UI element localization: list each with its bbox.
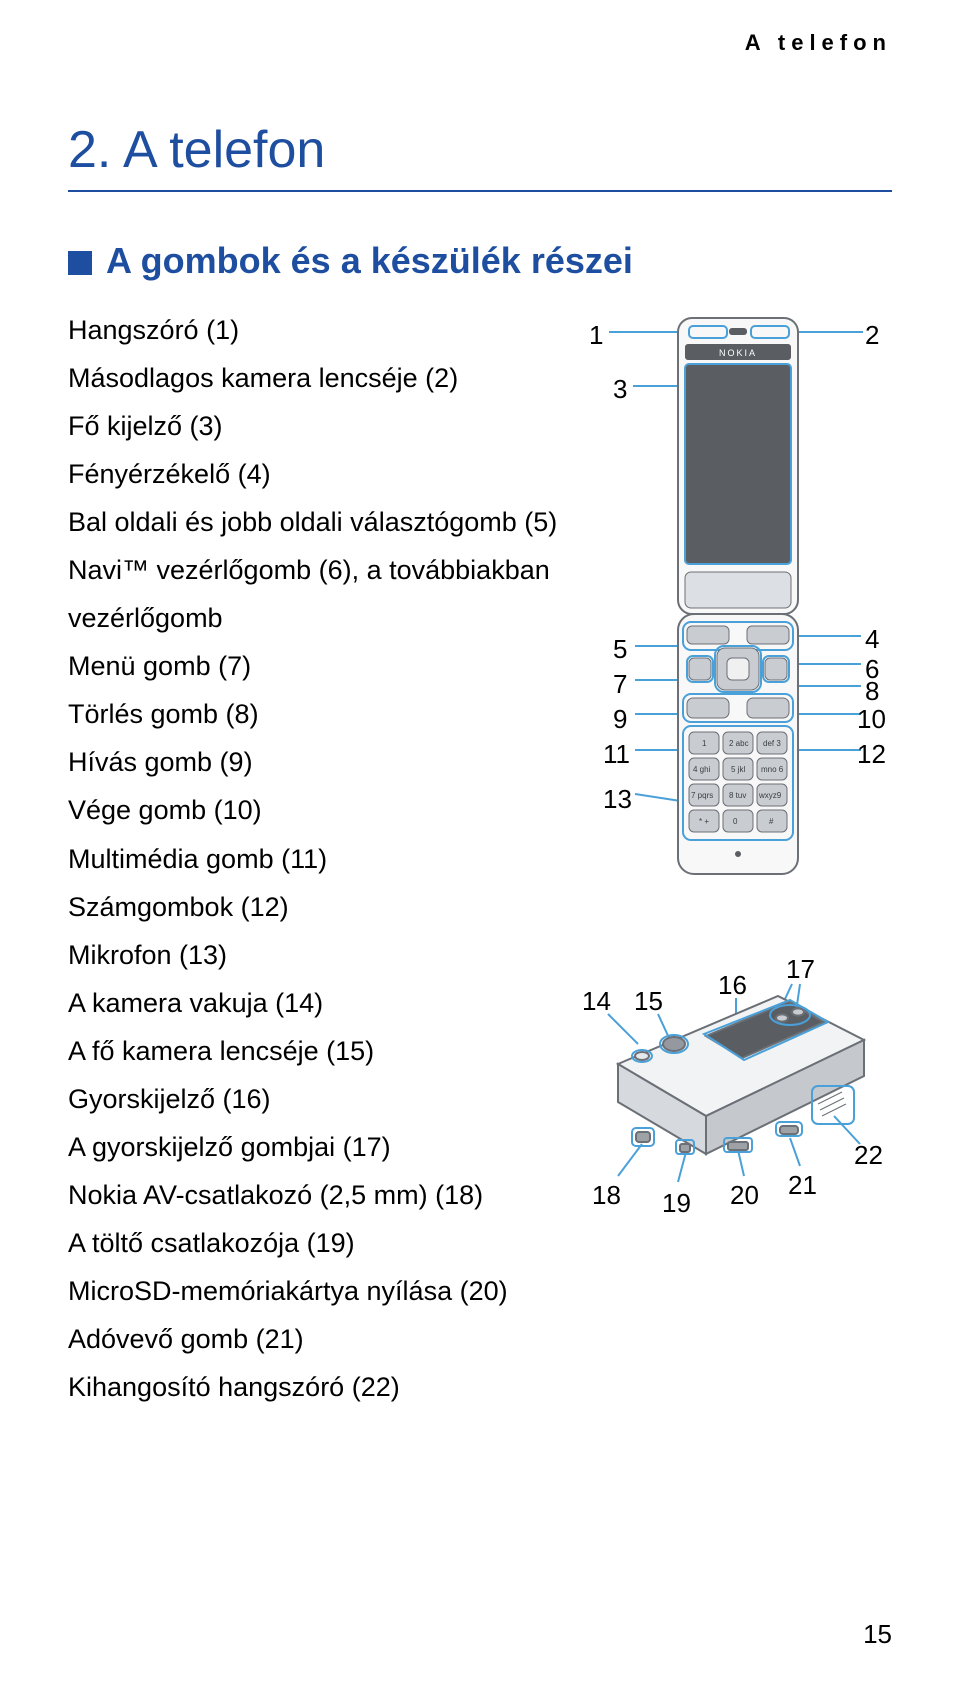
list-item: Másodlagos kamera lencséje (2) xyxy=(68,354,558,402)
list-item: Navi™ vezérlőgomb (6), a továbbiakban ve… xyxy=(68,546,558,642)
section-title: A gombok és a készülék részei xyxy=(106,240,633,282)
list-item: Mikrofon (13) xyxy=(68,931,558,979)
svg-text:7 pqrs: 7 pqrs xyxy=(691,791,713,800)
list-item: A kamera vakuja (14) xyxy=(68,979,558,1027)
svg-text:mno 6: mno 6 xyxy=(761,765,784,774)
svg-text:5 jkl: 5 jkl xyxy=(731,765,745,774)
list-item: Fő kijelző (3) xyxy=(68,402,558,450)
list-item: Nokia AV-csatlakozó (2,5 mm) (18) xyxy=(68,1171,558,1219)
svg-text:4 ghi: 4 ghi xyxy=(693,765,711,774)
callout-number: 14 xyxy=(582,986,611,1017)
list-item: Számgombok (12) xyxy=(68,883,558,931)
callout-number: 10 xyxy=(857,704,886,735)
section-header: A gombok és a készülék részei xyxy=(68,240,892,282)
figures-column: NOKIA xyxy=(578,306,898,1411)
list-item: Vége gomb (10) xyxy=(68,786,558,834)
content-row: Hangszóró (1) Másodlagos kamera lencséje… xyxy=(68,306,892,1411)
callout-number: 21 xyxy=(788,1170,817,1201)
callout-number: 19 xyxy=(662,1188,691,1219)
svg-text:2 abc: 2 abc xyxy=(729,739,749,748)
list-item: Törlés gomb (8) xyxy=(68,690,558,738)
list-item: Kihangosító hangszóró (22) xyxy=(68,1363,558,1411)
callout-number: 12 xyxy=(857,739,886,770)
callout-number: 15 xyxy=(634,986,663,1017)
chapter-title: 2. A telefon xyxy=(68,120,892,192)
callout-number: 9 xyxy=(613,704,627,735)
callout-number: 3 xyxy=(613,374,627,405)
svg-text:def 3: def 3 xyxy=(763,739,781,748)
running-head: A telefon xyxy=(745,30,892,56)
list-item: Hívás gomb (9) xyxy=(68,738,558,786)
callout-number: 22 xyxy=(854,1140,883,1171)
svg-text:1: 1 xyxy=(702,739,707,748)
svg-text:wxyz9: wxyz9 xyxy=(758,791,782,800)
list-item: Bal oldali és jobb oldali választógomb (… xyxy=(68,498,558,546)
callout-number: 16 xyxy=(718,970,747,1001)
svg-text:* +: * + xyxy=(699,817,709,826)
list-item: Adóvevő gomb (21) xyxy=(68,1315,558,1363)
callout-number: 1 xyxy=(589,320,603,351)
phone-front-icon: NOKIA xyxy=(583,314,893,904)
list-item: A töltő csatlakozója (19) xyxy=(68,1219,558,1267)
page-number: 15 xyxy=(863,1619,892,1650)
figure-phone-front: NOKIA xyxy=(583,314,893,904)
list-item: Menü gomb (7) xyxy=(68,642,558,690)
list-item: Fényérzékelő (4) xyxy=(68,450,558,498)
list-item: A fő kamera lencséje (15) xyxy=(68,1027,558,1075)
parts-list: Hangszóró (1) Másodlagos kamera lencséje… xyxy=(68,306,558,1411)
svg-text:NOKIA: NOKIA xyxy=(719,348,757,358)
figure-phone-closed: 14 15 16 17 18 19 20 21 22 xyxy=(578,944,898,1224)
callout-number: 13 xyxy=(603,784,632,815)
section-bullet-icon xyxy=(68,251,92,275)
list-item: A gyorskijelző gombjai (17) xyxy=(68,1123,558,1171)
list-item: Hangszóró (1) xyxy=(68,306,558,354)
callout-number: 8 xyxy=(865,676,879,707)
callout-number: 18 xyxy=(592,1180,621,1211)
callout-number: 11 xyxy=(603,739,630,770)
callout-number: 4 xyxy=(865,624,879,655)
callout-number: 5 xyxy=(613,634,627,665)
svg-text:#: # xyxy=(769,817,774,826)
list-item: Multimédia gomb (11) xyxy=(68,835,558,883)
callout-number: 17 xyxy=(786,954,815,985)
list-item: Gyorskijelző (16) xyxy=(68,1075,558,1123)
callout-number: 7 xyxy=(613,669,627,700)
svg-text:8 tuv: 8 tuv xyxy=(729,791,746,800)
svg-text:0: 0 xyxy=(733,817,738,826)
list-item: MicroSD-memóriakártya nyílása (20) xyxy=(68,1267,558,1315)
callout-number: 20 xyxy=(730,1180,759,1211)
callout-number: 2 xyxy=(865,320,879,351)
